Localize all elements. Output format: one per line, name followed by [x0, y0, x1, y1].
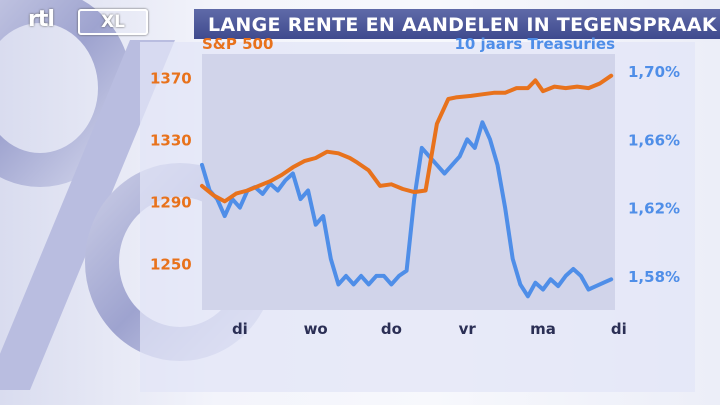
- y-right-tick-label: 1,62%: [628, 200, 680, 218]
- logo-xl-text: XL: [78, 9, 148, 35]
- logo-rtl-text: rtl: [28, 7, 55, 32]
- y-left-tick-label: 1370: [150, 69, 192, 87]
- x-tick-label: ma: [530, 320, 556, 338]
- y-left-tick-label: 1330: [150, 131, 192, 149]
- x-tick-label: di: [232, 320, 248, 338]
- y-left-tick-label: 1290: [150, 193, 192, 211]
- y-right-tick-label: 1,66%: [628, 131, 680, 149]
- legend-sp500: S&P 500: [202, 35, 273, 53]
- y-right-tick-label: 1,58%: [628, 268, 680, 286]
- x-tick-label: do: [381, 320, 402, 338]
- chart-title: LANGE RENTE EN AANDELEN IN TEGENSPRAAK: [208, 14, 717, 36]
- legend-treasuries: 10 jaars Treasuries: [454, 35, 615, 53]
- title-bar: LANGE RENTE EN AANDELEN IN TEGENSPRAAK: [194, 9, 720, 39]
- series-line-sp500: [200, 73, 614, 204]
- y-right-tick-label: 1,70%: [628, 63, 680, 81]
- x-tick-label: wo: [304, 320, 328, 338]
- y-left-tick-label: 1250: [150, 255, 192, 273]
- x-tick-label: vr: [459, 320, 477, 338]
- x-tick-label: di: [611, 320, 627, 338]
- series-line-treasuries: [200, 120, 614, 299]
